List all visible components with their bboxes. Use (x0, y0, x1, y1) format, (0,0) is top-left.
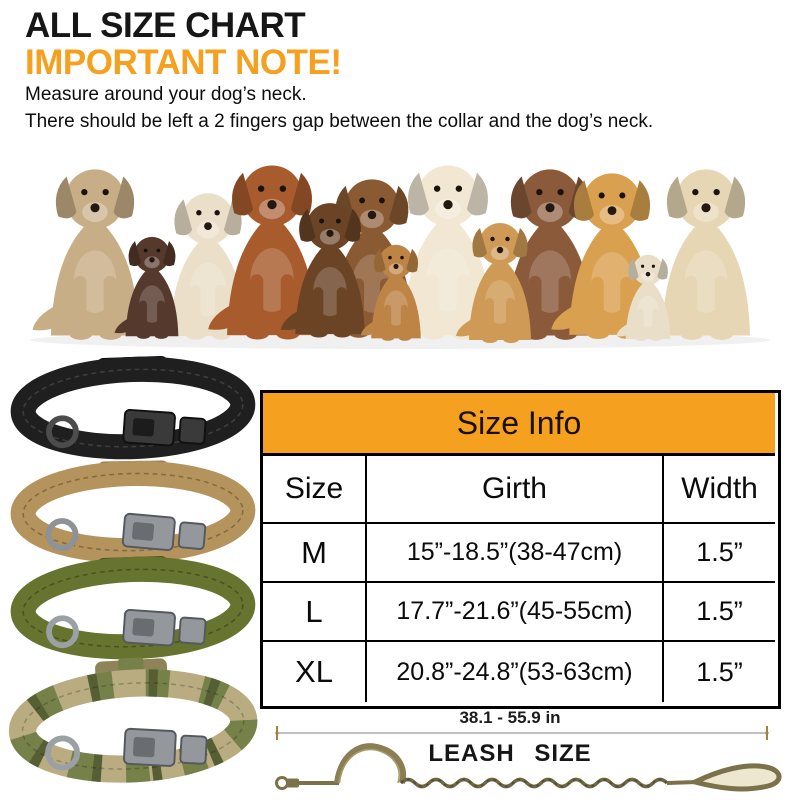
collar-photo-green (10, 555, 256, 660)
row-m-size: M (263, 524, 367, 583)
collar-photo-black (10, 355, 256, 460)
metal-buckle (122, 727, 208, 767)
row-xl-width: 1.5” (696, 656, 743, 687)
instruction-line-2: There should be left a 2 fingers gap bet… (25, 111, 654, 132)
instruction-line-1: Measure around your dog’s neck. (25, 84, 307, 105)
important-note-title: IMPORTANT NOTE! (25, 43, 342, 82)
metal-buckle (122, 408, 207, 447)
col-header-width: Width (664, 456, 775, 524)
row-l-size: L (263, 583, 367, 642)
d-ring (46, 615, 79, 649)
row-xl-size: XL (263, 642, 367, 702)
leash-illustration (275, 726, 782, 792)
collar-photo-camo (8, 657, 258, 783)
size-info-table: Size Info Size Girth Width M 15”-18.5”(3… (260, 390, 781, 709)
d-ring (46, 415, 79, 449)
col-header-girth: Girth (367, 456, 664, 524)
leash-range-label: 38.1 - 55.9 in (459, 708, 561, 727)
row-l-width: 1.5” (664, 583, 775, 642)
row-l-girth: 17.7”-21.6”(45-55cm) (367, 583, 664, 642)
d-ring (45, 518, 79, 551)
table-title-bar: Size Info (263, 393, 775, 456)
collar-photo-tan (10, 460, 256, 564)
metal-buckle (121, 512, 207, 552)
dogs-group-photo (30, 165, 770, 349)
metal-buckle (122, 608, 207, 647)
measure-line (275, 726, 769, 740)
row-m-width: 1.5” (664, 524, 775, 583)
row-m-girth: 15”-18.5”(38-47cm) (367, 524, 664, 583)
leash-size-title: LEASH SIZE (428, 740, 592, 767)
col-header-size: Size (263, 456, 367, 524)
d-ring (45, 735, 81, 771)
page-title: ALL SIZE CHART (25, 6, 306, 45)
row-xl-girth: 20.8”-24.8”(53-63cm) (367, 642, 664, 702)
leash-photo (275, 743, 782, 792)
